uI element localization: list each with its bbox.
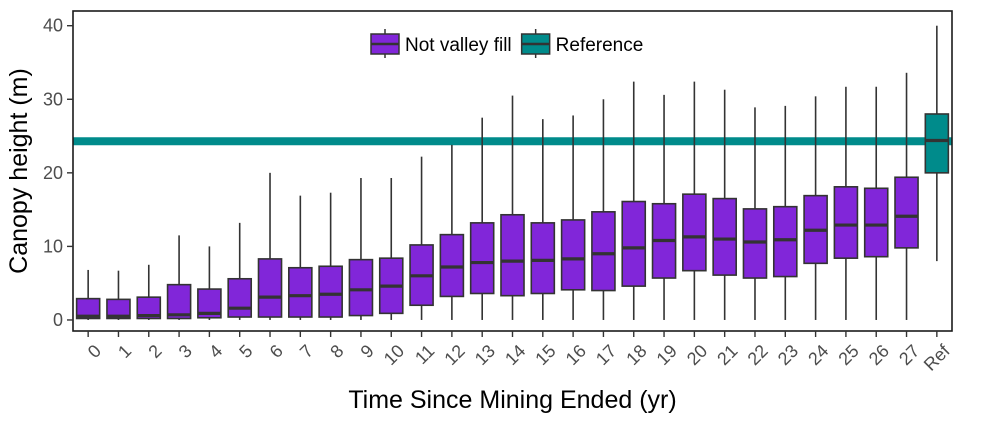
box-body [591,211,616,292]
box-body [257,258,283,318]
x-tick-label: 1 [114,341,135,362]
x-tick-label: 20 [683,341,711,369]
box-Ref [924,25,950,262]
legend-label: Not valley fill [405,35,512,56]
box-body [288,266,313,318]
box-body [712,197,737,276]
x-tick-label: 18 [622,341,650,369]
x-tick-label: 27 [895,341,923,369]
y-axis: 0 10 20 30 40 [43,16,73,330]
x-tick-label: 17 [592,341,620,369]
x-tick-label: 22 [744,341,772,369]
box-body [894,176,919,249]
box-15 [530,119,556,320]
box-layer [75,25,950,320]
box-body [682,193,707,272]
box-body [530,222,556,295]
x-tick-label: 6 [266,341,287,362]
box-body [106,298,131,320]
box-12 [439,144,465,320]
x-tick-label: 24 [804,341,832,369]
x-tick-label: 16 [562,341,590,369]
y-tick-label: 20 [43,163,63,183]
box-3 [166,235,192,320]
box-6 [257,172,283,320]
y-tick-label: 10 [43,236,63,256]
x-tick-label: 15 [531,341,559,369]
box-body [560,219,586,291]
box-16 [560,115,586,320]
box-10 [378,177,404,320]
box-body [227,277,253,318]
legend-label: Reference [556,35,644,56]
box-18 [621,81,647,320]
box-body [833,186,859,259]
box-4 [197,246,222,320]
box-27 [894,72,919,320]
x-tick-label: 19 [653,341,681,369]
box-19 [651,94,677,320]
box-11 [409,156,434,320]
box-body [772,205,798,278]
box-23 [772,105,798,320]
x-tick-label: 26 [865,341,893,369]
box-14 [500,95,525,320]
box-body [469,222,495,295]
box-13 [469,117,495,320]
x-tick-label: 0 [84,341,105,362]
x-tick-label: 23 [774,341,802,369]
y-tick-label: 0 [53,310,63,330]
box-8 [318,192,343,320]
x-tick-label: Ref [920,340,955,375]
y-tick-label: 40 [43,16,63,36]
x-tick-label: 25 [834,341,862,369]
box-17 [591,99,616,320]
box-body [136,296,162,320]
legend: Not valley fill Reference [370,29,644,58]
x-tick-label: 11 [411,341,438,368]
x-tick-label: 21 [713,341,741,369]
box-body [924,113,950,174]
x-tick-label: 3 [175,341,196,362]
box-body [500,213,525,297]
x-tick-label: 4 [205,341,226,362]
box-body [318,265,343,318]
y-axis-title: Canopy height (m) [5,68,33,274]
x-tick-label: 7 [296,341,317,362]
box-25 [833,86,859,320]
x-tick-label: 2 [144,341,165,362]
box-26 [863,86,889,320]
box-2 [136,264,162,320]
box-body [621,200,647,287]
box-body [197,288,222,319]
box-0 [75,269,101,320]
x-tick-label: 5 [235,341,256,362]
box-body [863,187,889,258]
x-tick-label: 9 [357,341,378,362]
x-tick-label: 12 [440,341,468,369]
box-24 [803,96,828,320]
box-22 [742,107,768,320]
box-7 [288,195,313,320]
box-20 [682,81,707,320]
x-axis-title: Time Since Mining Ended (yr) [348,386,676,414]
x-tick-label: 8 [326,341,347,362]
box-1 [106,270,131,320]
x-axis: 0 1 2 3 4 5 6 7 8 9 10 11 12 13 14 15 16 17 18 19 20 21 22 23 24… [84,331,955,375]
x-tick-label: 13 [471,341,499,369]
x-tick-label: 14 [501,341,529,369]
legend-item-0: Not valley fill [370,29,512,58]
legend-item-1: Reference [520,29,644,58]
box-9 [348,177,374,320]
box-21 [712,89,737,320]
y-tick-label: 30 [43,89,63,109]
box-body [75,297,101,320]
box-body [348,258,374,317]
x-tick-label: 10 [380,341,408,369]
box-body [166,283,192,320]
box-5 [227,222,253,320]
